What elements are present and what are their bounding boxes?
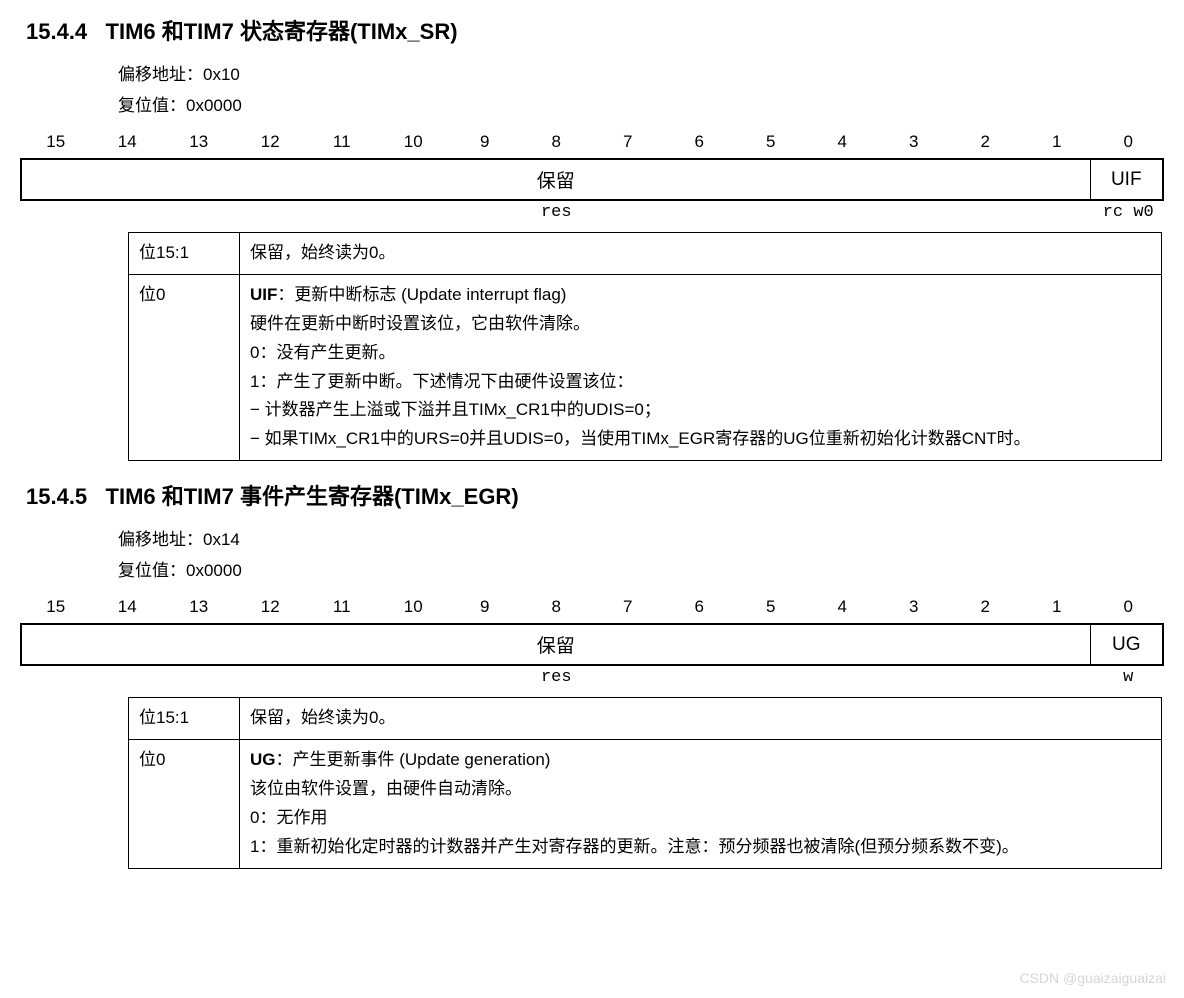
bit-number-row-sr: 1514131211109876543210 <box>20 130 1164 158</box>
bit-number: 3 <box>878 595 950 623</box>
bit-body: UIF：更新中断标志 (Update interrupt flag) 硬件在更新… <box>240 274 1162 460</box>
uif-anno: rc w0 <box>1093 201 1165 222</box>
bit-number: 1 <box>1021 130 1093 158</box>
table-row: 位15:1 保留，始终读为0。 <box>129 233 1162 275</box>
bit-number: 1 <box>1021 595 1093 623</box>
bit-number: 6 <box>664 130 736 158</box>
section-heading-egr: 15.4.5 TIM6 和TIM7 事件产生寄存器(TIMx_EGR) <box>26 479 1164 511</box>
ug-anno: w <box>1093 666 1165 687</box>
register-diagram-sr: 保留 UIF <box>20 158 1164 201</box>
section-number: 15.4.4 <box>26 19 87 44</box>
reserved-field: 保留 <box>21 159 1090 200</box>
bit-number: 12 <box>235 595 307 623</box>
bit-number: 0 <box>1093 130 1165 158</box>
register-annotation-sr: res rc w0 <box>20 201 1164 222</box>
bit-number: 7 <box>592 595 664 623</box>
field-name: UG <box>250 750 276 769</box>
bit-number: 3 <box>878 130 950 158</box>
table-row: 位0 UIF：更新中断标志 (Update interrupt flag) 硬件… <box>129 274 1162 460</box>
bit-body: 保留，始终读为0。 <box>240 233 1162 275</box>
bit-number: 12 <box>235 130 307 158</box>
bit-number: 15 <box>20 130 92 158</box>
table-row: 位15:1 保留，始终读为0。 <box>129 698 1162 740</box>
register-annotation-egr: res w <box>20 666 1164 687</box>
bit-number: 15 <box>20 595 92 623</box>
bit-number-row-egr: 1514131211109876543210 <box>20 595 1164 623</box>
bit-number: 13 <box>163 130 235 158</box>
bit-number: 14 <box>92 595 164 623</box>
bit-number: 0 <box>1093 595 1165 623</box>
bit-number: 4 <box>807 595 879 623</box>
table-row: 位0 UG：产生更新事件 (Update generation) 该位由软件设置… <box>129 740 1162 869</box>
section-number: 15.4.5 <box>26 484 87 509</box>
bit-number: 6 <box>664 595 736 623</box>
bit-label: 位15:1 <box>129 698 240 740</box>
bit-label: 位0 <box>129 740 240 869</box>
bit-number: 2 <box>950 595 1022 623</box>
bit-number: 7 <box>592 130 664 158</box>
section-title: TIM6 和TIM7 事件产生寄存器(TIMx_EGR) <box>106 484 519 509</box>
bit-number: 2 <box>950 130 1022 158</box>
register-diagram-egr: 保留 UG <box>20 623 1164 666</box>
ug-field: UG <box>1090 624 1163 665</box>
uif-field: UIF <box>1090 159 1163 200</box>
bit-number: 8 <box>521 130 593 158</box>
bit-description-table-egr: 位15:1 保留，始终读为0。 位0 UG：产生更新事件 (Update gen… <box>128 697 1162 868</box>
bit-number: 14 <box>92 130 164 158</box>
bit-number: 11 <box>306 595 378 623</box>
field-name: UIF <box>250 285 277 304</box>
offset-address-egr: 偏移地址：0x14 <box>118 525 1164 550</box>
reset-value-egr: 复位值：0x0000 <box>118 556 1164 581</box>
bit-number: 9 <box>449 130 521 158</box>
bit-description-table-sr: 位15:1 保留，始终读为0。 位0 UIF：更新中断标志 (Update in… <box>128 232 1162 461</box>
bit-body: 保留，始终读为0。 <box>240 698 1162 740</box>
bit-number: 5 <box>735 130 807 158</box>
section-heading-sr: 15.4.4 TIM6 和TIM7 状态寄存器(TIMx_SR) <box>26 14 1164 46</box>
offset-address-sr: 偏移地址：0x10 <box>118 60 1164 85</box>
reserved-field: 保留 <box>21 624 1090 665</box>
bit-label: 位0 <box>129 274 240 460</box>
reset-value-sr: 复位值：0x0000 <box>118 91 1164 116</box>
bit-number: 10 <box>378 595 450 623</box>
reserved-anno: res <box>20 666 1093 687</box>
bit-number: 9 <box>449 595 521 623</box>
bit-body: UG：产生更新事件 (Update generation) 该位由软件设置，由硬… <box>240 740 1162 869</box>
bit-number: 11 <box>306 130 378 158</box>
watermark: CSDN @guaizaiguaizai <box>1019 970 1166 986</box>
bit-number: 13 <box>163 595 235 623</box>
bit-number: 5 <box>735 595 807 623</box>
bit-label: 位15:1 <box>129 233 240 275</box>
section-title: TIM6 和TIM7 状态寄存器(TIMx_SR) <box>106 19 458 44</box>
bit-number: 8 <box>521 595 593 623</box>
reserved-anno: res <box>20 201 1093 222</box>
bit-number: 10 <box>378 130 450 158</box>
bit-number: 4 <box>807 130 879 158</box>
